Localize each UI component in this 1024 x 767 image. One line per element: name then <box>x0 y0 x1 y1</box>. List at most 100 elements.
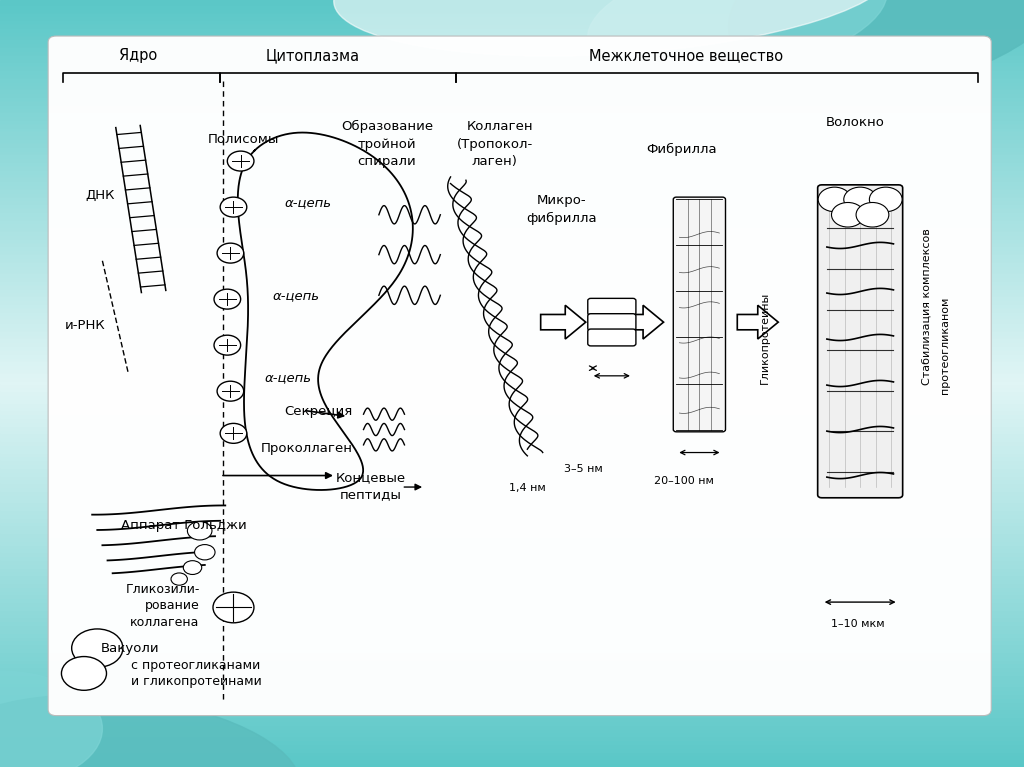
Bar <box>0 537 1024 541</box>
Text: Аппарат Гольджи: Аппарат Гольджи <box>121 519 247 532</box>
Bar <box>0 522 1024 525</box>
Bar <box>0 721 1024 725</box>
Bar <box>0 763 1024 767</box>
Bar <box>0 326 1024 330</box>
Text: и-РНК: и-РНК <box>65 320 105 332</box>
Circle shape <box>171 573 187 585</box>
Bar <box>0 713 1024 717</box>
Bar <box>0 291 1024 295</box>
Bar <box>0 284 1024 288</box>
Bar <box>0 31 1024 35</box>
Bar <box>0 541 1024 545</box>
Bar <box>0 445 1024 449</box>
Bar <box>0 207 1024 211</box>
Bar <box>0 384 1024 387</box>
Bar <box>0 38 1024 42</box>
Text: Межклеточное вещество: Межклеточное вещество <box>589 48 783 63</box>
Text: Полисомы: Полисомы <box>208 133 280 146</box>
Text: Волокно: Волокно <box>825 117 885 129</box>
Bar <box>0 759 1024 763</box>
Bar <box>0 330 1024 334</box>
Bar <box>0 280 1024 284</box>
Bar <box>0 88 1024 92</box>
Bar <box>0 334 1024 337</box>
Bar <box>0 460 1024 464</box>
Bar <box>0 35 1024 38</box>
Circle shape <box>213 592 254 623</box>
Bar <box>0 341 1024 345</box>
Bar <box>0 84 1024 88</box>
Bar <box>0 12 1024 15</box>
Text: Гликопротеины: Гликопротеины <box>760 291 770 384</box>
Text: α-цепь: α-цепь <box>285 197 332 209</box>
Bar <box>0 625 1024 629</box>
Circle shape <box>227 151 254 171</box>
FancyBboxPatch shape <box>588 298 636 315</box>
Text: Коллаген: Коллаген <box>466 120 534 133</box>
Bar <box>0 203 1024 207</box>
Bar <box>0 587 1024 591</box>
Bar <box>0 663 1024 667</box>
Text: Цитоплазма: Цитоплазма <box>265 48 359 63</box>
Bar <box>0 525 1024 529</box>
Bar <box>0 510 1024 514</box>
Bar <box>0 610 1024 614</box>
Bar <box>0 96 1024 100</box>
Bar <box>0 702 1024 706</box>
Bar <box>0 464 1024 468</box>
Bar <box>0 192 1024 196</box>
Bar <box>0 353 1024 357</box>
Bar <box>0 594 1024 598</box>
Bar <box>0 453 1024 456</box>
Text: 1–10 мкм: 1–10 мкм <box>831 619 885 629</box>
Circle shape <box>220 423 247 443</box>
Bar <box>0 299 1024 303</box>
Bar <box>0 226 1024 230</box>
Bar <box>0 752 1024 755</box>
FancyBboxPatch shape <box>674 197 726 432</box>
Bar <box>0 621 1024 625</box>
Bar <box>0 268 1024 272</box>
Bar <box>0 77 1024 81</box>
Bar <box>0 545 1024 548</box>
Bar <box>0 92 1024 96</box>
Ellipse shape <box>0 671 102 767</box>
Circle shape <box>217 381 244 401</box>
Bar <box>0 456 1024 460</box>
Bar <box>0 50 1024 54</box>
Bar <box>0 564 1024 568</box>
Bar <box>0 499 1024 502</box>
Circle shape <box>187 522 212 540</box>
Bar <box>0 249 1024 253</box>
Bar <box>0 73 1024 77</box>
Bar <box>0 349 1024 353</box>
Bar <box>0 476 1024 479</box>
Bar <box>0 322 1024 326</box>
Text: Вакуоли: Вакуоли <box>100 642 159 654</box>
Bar <box>0 138 1024 142</box>
Ellipse shape <box>334 0 895 56</box>
FancyBboxPatch shape <box>588 329 636 346</box>
Bar <box>0 391 1024 395</box>
Bar <box>0 157 1024 161</box>
Bar <box>0 744 1024 748</box>
Bar <box>0 115 1024 119</box>
Bar <box>0 123 1024 127</box>
Bar <box>0 4 1024 8</box>
Text: фибрилла: фибрилла <box>526 212 596 225</box>
Bar <box>0 648 1024 652</box>
Bar <box>0 345 1024 349</box>
Bar <box>0 196 1024 199</box>
Text: Концевые: Концевые <box>336 472 406 484</box>
Text: протеогликаном: протеогликаном <box>940 297 950 393</box>
Bar <box>0 479 1024 483</box>
Bar <box>0 656 1024 660</box>
Bar <box>0 403 1024 407</box>
Bar <box>0 42 1024 46</box>
Text: ДНК: ДНК <box>86 189 115 202</box>
Bar <box>0 437 1024 441</box>
Bar <box>0 46 1024 50</box>
Bar <box>0 69 1024 73</box>
Bar <box>0 518 1024 522</box>
Bar <box>0 736 1024 740</box>
